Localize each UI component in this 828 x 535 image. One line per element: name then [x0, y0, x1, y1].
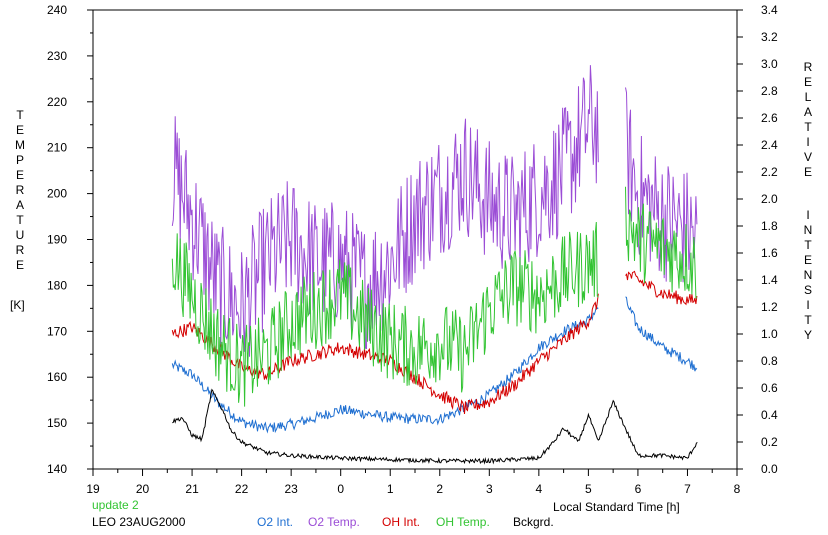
- axis-label-letter: E: [15, 168, 24, 182]
- x-tick-label: 22: [235, 482, 249, 496]
- left-tick-label: 240: [47, 3, 67, 17]
- right-tick-label: 2.4: [761, 138, 778, 152]
- x-tick-label: 19: [86, 482, 100, 496]
- axis-label-letter: T: [16, 213, 24, 227]
- axis-label-letter: Y: [803, 328, 812, 342]
- x-tick-label: 21: [185, 482, 199, 496]
- x-tick-label: 5: [585, 482, 592, 496]
- series-oh-temp: [171, 221, 599, 407]
- axis-label-letter: R: [15, 243, 25, 257]
- right-tick-label: 2.0: [761, 192, 778, 206]
- axis-label-letter: N: [803, 268, 813, 282]
- series-bckgrd: [172, 388, 698, 465]
- axis-label-letter: T: [16, 108, 24, 122]
- axis-label-letter: E: [803, 253, 812, 267]
- right-tick-label: 3.2: [761, 30, 778, 44]
- left-tick-label: 230: [47, 49, 67, 63]
- left-tick-label: 220: [47, 95, 67, 109]
- axis-label-letter: I: [806, 298, 810, 312]
- legend-oh-int: OH Int.: [382, 515, 421, 529]
- series-o2-int: [171, 304, 599, 434]
- x-tick-label: 20: [136, 482, 150, 496]
- right-tick-label: 0.8: [761, 354, 778, 368]
- left-tick-label: 200: [47, 187, 67, 201]
- x-tick-label: 6: [635, 482, 642, 496]
- left-tick-label: 170: [47, 324, 67, 338]
- axis-label-letter: E: [15, 123, 24, 137]
- left-tick-label: 190: [47, 233, 67, 247]
- axis-label-letter: I: [806, 135, 810, 149]
- axis-label-letter: T: [804, 313, 812, 327]
- x-tick-label: 23: [284, 482, 298, 496]
- axis-label-letter: N: [803, 223, 813, 237]
- right-tick-label: 3.0: [761, 57, 778, 71]
- legend-o2-int: O2 Int.: [257, 515, 294, 529]
- axis-label-letter: T: [804, 120, 812, 134]
- right-tick-label: 2.8: [761, 84, 778, 98]
- left-tick-label: 210: [47, 141, 67, 155]
- left-tick-label: 140: [47, 462, 67, 476]
- axis-label-letter: A: [803, 105, 812, 119]
- right-tick-label: 1.0: [761, 327, 778, 341]
- axis-label-letter: R: [803, 60, 813, 74]
- right-tick-label: 0.4: [761, 408, 778, 422]
- legend-oh-temp: OH Temp.: [436, 515, 490, 529]
- x-tick-label: 2: [436, 482, 443, 496]
- axis-label-letter: P: [15, 153, 24, 167]
- annotation-update: update 2: [92, 498, 139, 512]
- series-oh-int: [171, 293, 599, 414]
- x-tick-label: 7: [684, 482, 691, 496]
- axis-label-letter: A: [15, 198, 24, 212]
- axis-label-letter: E: [803, 165, 812, 179]
- axis-label-letter: U: [15, 228, 25, 242]
- right-tick-label: 1.4: [761, 273, 778, 287]
- axis-label-letter: E: [15, 258, 24, 272]
- x-tick-label: 1: [387, 482, 394, 496]
- right-tick-label: 2.2: [761, 165, 778, 179]
- axis-label-letter: L: [804, 90, 812, 104]
- legend-bckgrd: Bckgrd.: [513, 515, 554, 529]
- axis-label-letter: E: [803, 75, 812, 89]
- right-tick-label: 0.0: [761, 462, 778, 476]
- series-oh-temp-segment2: [625, 186, 697, 299]
- right-tick-label: 1.2: [761, 300, 778, 314]
- annotation-date: LEO 23AUG2000: [92, 515, 186, 529]
- right-tick-label: 2.6: [761, 111, 778, 125]
- axis-label-letter: V: [803, 150, 812, 164]
- left-tick-label: 180: [47, 278, 67, 292]
- axis-label-letter: I: [806, 208, 810, 222]
- axis-label-letter: T: [804, 238, 812, 252]
- x-tick-label: 4: [536, 482, 543, 496]
- right-tick-label: 0.6: [761, 381, 778, 395]
- legend-o2-temp: O2 Temp.: [308, 515, 360, 529]
- right-tick-label: 0.2: [761, 435, 778, 449]
- axis-label-letter: S: [803, 283, 812, 297]
- x-tick-label: 8: [734, 482, 741, 496]
- series-oh-int-segment2: [625, 270, 698, 306]
- x-tick-label: 0: [337, 482, 344, 496]
- axis-label-letter: M: [15, 138, 25, 152]
- series-o2-temp: [171, 65, 599, 357]
- right-tick-label: 1.8: [761, 219, 778, 233]
- left-tick-label: 150: [47, 416, 67, 430]
- left-axis-unit: [K]: [10, 298, 25, 312]
- x-tick-label: 3: [486, 482, 493, 496]
- left-tick-label: 160: [47, 370, 67, 384]
- xlabel: Local Standard Time [h]: [553, 500, 680, 514]
- right-tick-label: 3.4: [761, 3, 778, 17]
- right-tick-label: 1.6: [761, 246, 778, 260]
- series-o2-temp-segment2: [625, 87, 698, 283]
- axis-label-letter: R: [15, 183, 25, 197]
- series-o2-int-segment2: [625, 296, 698, 372]
